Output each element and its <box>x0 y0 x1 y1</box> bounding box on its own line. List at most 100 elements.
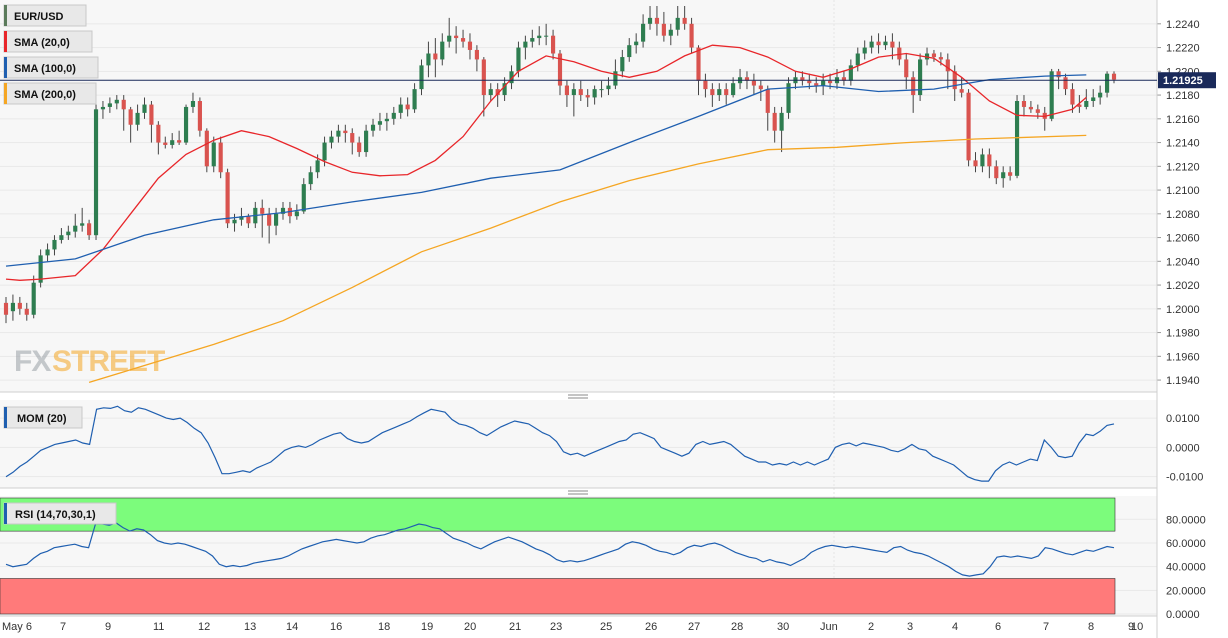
x-tick-label: 23 <box>550 621 562 633</box>
candle <box>100 101 106 119</box>
candle <box>848 59 853 86</box>
candle <box>772 106 777 143</box>
candle <box>1021 95 1027 117</box>
candle <box>530 29 535 48</box>
candle <box>537 26 542 46</box>
candles-layer <box>3 6 1117 324</box>
candle <box>647 6 653 30</box>
candle <box>384 112 389 131</box>
momentum-title: MOM (20) <box>17 413 67 425</box>
candle <box>1049 68 1054 122</box>
candle <box>156 121 161 155</box>
candle <box>128 106 133 143</box>
candle <box>904 53 909 90</box>
candle <box>495 83 500 107</box>
x-tick-label: 11 <box>153 621 164 633</box>
rsi-resize-handle[interactable] <box>568 490 588 495</box>
candle <box>336 124 341 143</box>
candle <box>876 33 881 54</box>
candle <box>17 296 22 315</box>
price-tick-label: 1.2220 <box>1166 43 1200 55</box>
candle <box>661 11 666 42</box>
sma-layer <box>5 44 1087 384</box>
price-tick-label: 1.2020 <box>1166 280 1200 292</box>
candle <box>869 35 874 54</box>
x-tick-label: 20 <box>464 621 476 633</box>
x-tick-label: Jun <box>820 621 838 633</box>
rsi-label[interactable]: RSI (14,70,30,1) <box>3 502 117 525</box>
candle <box>973 152 978 173</box>
rsi-title: RSI (14,70,30,1) <box>15 509 96 521</box>
candle <box>232 213 237 232</box>
svg-text:STREET: STREET <box>52 345 165 378</box>
candle <box>377 112 383 131</box>
momentum-resize-handle[interactable] <box>568 394 588 399</box>
candle <box>641 14 646 48</box>
candle <box>1070 83 1075 113</box>
candle <box>1104 71 1110 98</box>
candle <box>364 124 369 157</box>
candle <box>412 83 417 113</box>
candle <box>343 124 348 143</box>
candle <box>107 97 112 113</box>
legend-item[interactable]: EUR/USD <box>3 4 87 27</box>
legend-swatch <box>4 31 7 52</box>
candle <box>897 41 902 66</box>
candle <box>460 29 466 48</box>
candle <box>918 53 923 101</box>
candle <box>675 6 680 36</box>
legend-item[interactable]: SMA (200,0) <box>3 82 97 105</box>
legend-label: SMA (20,0) <box>14 37 70 49</box>
candle <box>350 128 355 155</box>
x-tick-label: 7 <box>60 621 66 633</box>
x-axis-labels: May 6 7 9 11 12 13 14 16 18 19 20 21 23 25 26 27 28 30 Jun… <box>2 621 1143 633</box>
candle <box>578 80 583 101</box>
candle <box>93 104 99 240</box>
candle <box>627 38 632 62</box>
legend-swatch <box>4 57 7 78</box>
candle <box>177 130 182 145</box>
x-tick-label: 14 <box>286 621 298 633</box>
x-tick-label: 13 <box>244 621 256 633</box>
candle <box>703 73 708 98</box>
candle <box>329 130 334 149</box>
candle <box>855 47 860 72</box>
rsi-layer <box>5 522 1115 577</box>
candle <box>564 80 570 107</box>
candle <box>211 136 216 173</box>
candle <box>1001 166 1006 188</box>
price-tick-label: 1.2100 <box>1166 185 1200 197</box>
candle <box>149 101 154 143</box>
candle <box>862 40 867 60</box>
candle <box>38 249 43 288</box>
candle <box>717 83 722 101</box>
candle <box>1084 89 1089 110</box>
candle <box>142 97 147 119</box>
candle <box>592 85 597 105</box>
x-tick-label: 21 <box>509 621 521 633</box>
legend[interactable]: EUR/USD SMA (20,0) SMA (100,0) SMA (200,0) <box>3 4 99 105</box>
x-tick-label: 9 <box>105 621 111 633</box>
x-tick-label: 4 <box>952 621 958 633</box>
candle <box>24 302 29 321</box>
legend-item[interactable]: SMA (100,0) <box>3 56 99 79</box>
x-tick-label: 12 <box>198 621 210 633</box>
candle <box>779 106 784 153</box>
candle <box>502 77 507 101</box>
candle <box>3 296 9 324</box>
candle <box>87 219 92 240</box>
candle <box>218 136 223 179</box>
x-tick-label: 7 <box>1043 621 1049 633</box>
candle <box>163 136 168 149</box>
candle <box>183 104 189 145</box>
candle <box>509 65 514 90</box>
candle <box>66 225 71 240</box>
candle <box>1063 73 1068 96</box>
legend-label: EUR/USD <box>14 11 64 23</box>
momentum-label[interactable]: MOM (20) <box>3 406 83 429</box>
candle <box>1008 166 1013 181</box>
x-tick-label: 26 <box>645 621 657 633</box>
legend-label: SMA (100,0) <box>14 63 76 75</box>
legend-item[interactable]: SMA (20,0) <box>3 30 93 53</box>
candle <box>190 92 196 113</box>
